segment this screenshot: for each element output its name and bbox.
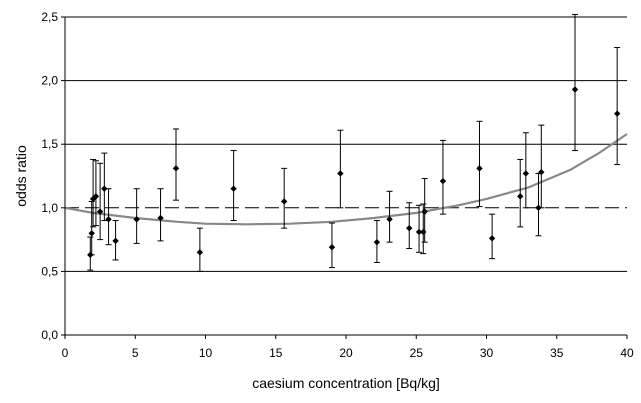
data-point xyxy=(538,168,545,176)
x-tick-label: 25 xyxy=(410,346,424,360)
x-axis-title: caesium concentration [Bq/kg] xyxy=(252,375,440,391)
x-tick-label: 20 xyxy=(339,346,353,360)
data-point xyxy=(337,170,344,177)
data-point xyxy=(112,237,119,245)
x-tick-label: 40 xyxy=(620,346,634,360)
x-tick-label: 15 xyxy=(269,346,283,360)
y-tick-label: 0,5 xyxy=(41,264,58,278)
data-point xyxy=(386,216,393,223)
x-tick-label: 5 xyxy=(132,346,139,360)
data-point xyxy=(373,238,381,246)
y-tick-label: 0,0 xyxy=(41,328,58,342)
grid-lines xyxy=(65,16,627,272)
data-point xyxy=(96,208,104,215)
data-point xyxy=(89,195,97,203)
data-point xyxy=(522,170,530,177)
data-point xyxy=(406,224,413,232)
data-point xyxy=(488,235,496,242)
data-points-group xyxy=(87,13,621,272)
x-tick-label: 35 xyxy=(550,346,564,360)
data-point xyxy=(133,216,140,223)
y-tick-label: 2,5 xyxy=(41,10,58,24)
tick-labels: 0,0 0,5 1,0 1,5 2,0 2,5 0 5 10 15 20 25 30 35 40 xyxy=(41,10,634,360)
data-point xyxy=(571,86,579,93)
data-point xyxy=(421,208,428,215)
data-point xyxy=(92,193,100,200)
x-tick-label: 0 xyxy=(62,346,69,360)
data-point xyxy=(196,249,204,256)
data-point xyxy=(157,214,164,222)
data-point xyxy=(101,185,108,192)
x-tick-label: 10 xyxy=(199,346,213,360)
y-tick-label: 1,0 xyxy=(41,201,58,215)
data-point xyxy=(230,185,237,192)
y-axis-title: odds ratio xyxy=(13,145,29,207)
data-point xyxy=(439,177,447,185)
data-point xyxy=(420,228,427,236)
fitted-curve-line xyxy=(64,133,628,226)
x-tick-label: 30 xyxy=(480,346,494,360)
data-point xyxy=(88,230,95,237)
axes xyxy=(61,16,628,339)
data-point xyxy=(476,165,483,172)
fitted-curve-group xyxy=(64,133,628,226)
data-point xyxy=(172,165,180,172)
data-point xyxy=(280,198,288,205)
data-point xyxy=(328,244,336,251)
data-point xyxy=(415,228,423,236)
y-tick-label: 2,0 xyxy=(41,74,58,88)
y-tick-label: 1,5 xyxy=(41,137,58,151)
data-point xyxy=(613,110,621,117)
data-point xyxy=(105,216,112,223)
data-point xyxy=(517,193,524,200)
